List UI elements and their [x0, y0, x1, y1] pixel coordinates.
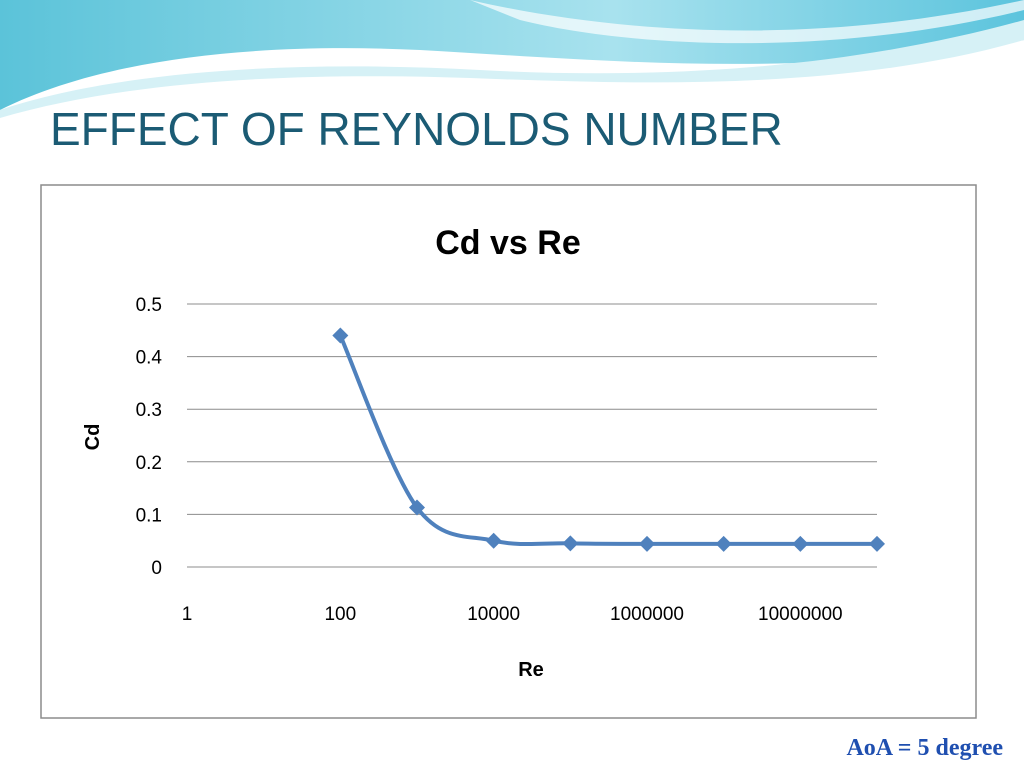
chart-title: Cd vs Re [435, 224, 581, 262]
data-point [485, 532, 502, 549]
y-tick-label: 0.1 [136, 505, 162, 526]
data-point [639, 535, 655, 552]
data-line [338, 334, 877, 547]
data-point [792, 535, 809, 552]
data-point [562, 535, 579, 552]
x-tick-label: 10000000 [758, 604, 843, 625]
data-point [332, 327, 349, 344]
x-tick-label: 10000 [467, 604, 520, 625]
x-axis-label: Re [518, 659, 544, 681]
y-tick-label: 0.4 [136, 348, 163, 369]
y-axis-label: Cd [82, 424, 104, 451]
x-tick-label: 100 [324, 604, 356, 625]
data-point [409, 499, 425, 516]
data-point [715, 535, 732, 552]
chart: Cd vs Re Cd Re 0 0.1 0.2 0.3 0.4 0.5 1 100 10000 100… [82, 224, 885, 681]
y-tick-label: 0.5 [136, 295, 162, 316]
x-tick-label: 1000000 [610, 604, 684, 625]
y-tick-label: 0 [151, 558, 162, 579]
header-wave-light [0, 20, 1024, 118]
header-wave [0, 0, 1024, 110]
chart-frame [40, 184, 977, 719]
slide-title: EFFECT OF REYNOLDS NUMBER [50, 103, 783, 155]
x-tick-label: 1 [182, 604, 193, 625]
footnote: AoA = 5 degree [846, 735, 1003, 761]
header-wave-white [470, 0, 1024, 44]
y-tick-label: 0.3 [136, 400, 162, 421]
y-tick-label: 0.2 [136, 453, 162, 474]
data-point [869, 535, 885, 552]
